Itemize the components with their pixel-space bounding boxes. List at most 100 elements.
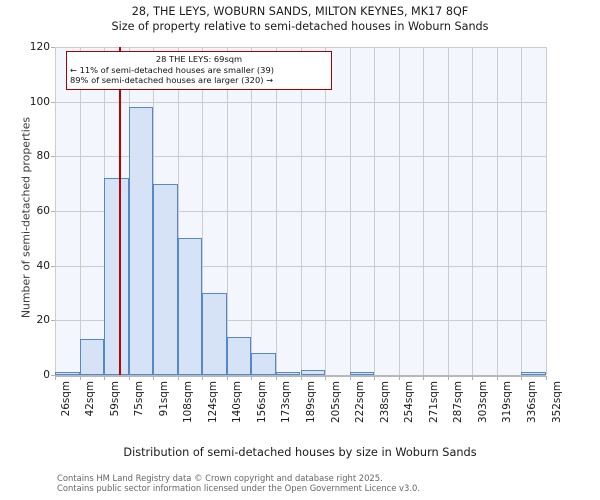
gridline-vertical	[300, 47, 302, 375]
x-tick-label: 287sqm	[452, 381, 465, 423]
y-tick-label: 0	[43, 369, 50, 381]
x-tick-label: 205sqm	[329, 381, 342, 423]
gridline-vertical	[521, 47, 523, 375]
x-tick-label: 238sqm	[378, 381, 391, 423]
histogram-bar	[104, 178, 129, 375]
histogram-bar	[349, 372, 375, 375]
x-tick-mark	[496, 376, 498, 380]
gridline-vertical	[275, 47, 277, 375]
x-tick-label: 319sqm	[501, 381, 514, 423]
x-tick-label: 59sqm	[108, 381, 121, 417]
x-tick-label: 140sqm	[231, 381, 244, 423]
x-tick-label: 91sqm	[157, 381, 170, 417]
x-axis-title: Distribution of semi-detached houses by …	[123, 446, 477, 459]
x-tick-mark	[226, 376, 228, 380]
x-tick-label: 352sqm	[550, 381, 563, 423]
x-tick-mark	[128, 376, 130, 380]
x-tick-label: 336sqm	[525, 381, 538, 423]
annotation-heading: 28 THE LEYS: 69sqm	[155, 54, 243, 64]
x-tick-mark	[546, 376, 547, 380]
x-tick-mark	[447, 376, 449, 380]
x-tick-label: 42sqm	[84, 381, 97, 417]
gridline-vertical	[177, 47, 179, 375]
y-tick-mark	[51, 375, 55, 376]
gridline-vertical	[226, 47, 228, 375]
x-tick-mark	[423, 376, 425, 380]
y-tick-label: 100	[29, 95, 50, 108]
x-tick-label: 124sqm	[206, 381, 219, 423]
title-address: 28, THE LEYS, WOBURN SANDS, MILTON KEYNE…	[131, 5, 469, 18]
y-tick-label: 120	[29, 41, 50, 53]
y-tick-mark	[51, 156, 55, 158]
x-tick-mark	[349, 376, 351, 380]
x-tick-mark	[325, 376, 327, 380]
x-tick-label: 108sqm	[182, 381, 195, 423]
x-tick-label: 254sqm	[403, 381, 416, 423]
histogram-bar	[300, 369, 326, 375]
gridline-vertical	[546, 47, 547, 375]
x-tick-label: 222sqm	[354, 381, 367, 423]
histogram-bar	[55, 372, 80, 375]
histogram-bar	[202, 293, 227, 375]
gridline-vertical	[447, 47, 449, 375]
histogram-bar	[79, 339, 105, 375]
y-axis-title: Number of semi-detached properties	[19, 116, 33, 319]
y-tick-mark	[51, 211, 55, 212]
footer-line-1: Contains HM Land Registry data © Crown c…	[57, 473, 383, 483]
footer-attribution: Contains HM Land Registry data © Crown c…	[57, 473, 420, 494]
title-subtitle: Size of property relative to semi-detach…	[111, 20, 489, 33]
gridline-vertical	[325, 47, 327, 375]
annotation-larger: 89% of semi-detached houses are larger (…	[70, 75, 274, 86]
x-tick-mark	[300, 376, 302, 380]
x-tick-label: 173sqm	[280, 381, 293, 423]
x-tick-label: 303sqm	[476, 381, 489, 423]
annotation-smaller: ← 11% of semi-detached houses are smalle…	[70, 64, 274, 75]
y-tick-mark	[51, 47, 55, 48]
gridline-vertical	[496, 47, 498, 375]
x-tick-mark	[104, 376, 106, 380]
x-tick-mark	[55, 376, 56, 380]
gridline-vertical	[349, 47, 351, 375]
gridline-vertical	[472, 47, 474, 375]
gridline-vertical	[202, 47, 204, 375]
gridline-vertical	[251, 47, 253, 375]
x-tick-label: 189sqm	[305, 381, 317, 423]
y-tick-label: 20	[36, 314, 50, 327]
x-tick-mark	[275, 376, 277, 380]
footer-line-2: Contains public sector information licen…	[57, 483, 420, 494]
histogram-bar	[177, 238, 203, 375]
histogram-bar	[275, 372, 301, 375]
x-tick-mark	[374, 376, 376, 380]
gridline-vertical	[374, 47, 376, 375]
y-tick-label: 40	[36, 259, 50, 272]
x-tick-mark	[177, 376, 179, 380]
x-tick-label: 271sqm	[427, 381, 440, 423]
histogram-bar	[128, 107, 154, 375]
x-tick-mark	[521, 376, 523, 380]
histogram-bar	[521, 372, 546, 375]
histogram-bar	[153, 183, 178, 375]
annotation-box: 28 THE LEYS: 69sqm ← 11% of semi-detache…	[66, 51, 332, 90]
x-tick-mark	[202, 376, 204, 380]
gridline-vertical	[423, 47, 425, 375]
histogram-bar	[251, 353, 276, 375]
y-tick-mark	[51, 101, 55, 103]
property-marker-line	[119, 47, 122, 375]
x-tick-label: 75sqm	[133, 381, 146, 417]
x-tick-mark	[398, 376, 400, 380]
x-tick-label: 156sqm	[255, 381, 268, 423]
x-tick-mark	[472, 376, 474, 380]
y-tick-mark	[51, 265, 55, 267]
y-tick-label: 60	[36, 205, 50, 217]
y-tick-mark	[51, 320, 55, 322]
y-axis-ticks: 0 20 40 60 80 100 120	[0, 0, 50, 500]
x-tick-label: 26sqm	[59, 381, 72, 417]
x-tick-mark	[153, 376, 155, 380]
x-tick-mark	[79, 376, 81, 380]
page-title: 28, THE LEYS, WOBURN SANDS, MILTON KEYNE…	[0, 4, 600, 35]
gridline-vertical	[398, 47, 400, 375]
gridline-vertical	[79, 47, 81, 375]
x-tick-mark	[251, 376, 253, 380]
histogram-bar	[226, 336, 252, 375]
